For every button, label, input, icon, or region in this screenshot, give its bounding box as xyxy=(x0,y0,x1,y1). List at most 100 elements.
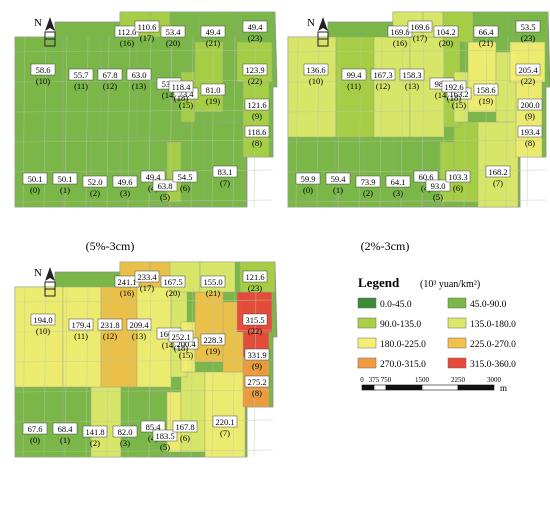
zone-value: 93.0 xyxy=(431,181,446,191)
legend-item: 225.0-270.0 xyxy=(447,337,516,350)
zone-number: (10) xyxy=(36,326,50,336)
zone-label: 58.6(10) xyxy=(30,63,56,86)
zone-block xyxy=(90,136,122,208)
legend-swatch xyxy=(357,317,377,329)
zone-value: 68.4 xyxy=(58,424,74,434)
zone-label: 192.6(18) xyxy=(441,80,467,103)
zone-number: (6) xyxy=(180,183,190,193)
zone-number: (21) xyxy=(206,288,220,298)
zone-number: (21) xyxy=(479,38,493,48)
zone-block xyxy=(204,371,246,458)
zone-value: 103.3 xyxy=(448,172,467,182)
legend-item: 135.0-180.0 xyxy=(447,317,516,330)
zone-value: 193.4 xyxy=(520,127,540,137)
legend-item: 270.0-315.0 xyxy=(357,357,426,370)
zone-value: 112.0 xyxy=(118,27,137,37)
road-line xyxy=(379,36,383,208)
legend-swatch xyxy=(447,317,467,329)
zone-number: (14) xyxy=(435,90,449,100)
zone-label: 53.4(20) xyxy=(160,25,186,48)
road-line xyxy=(442,36,446,208)
zone-number: (22) xyxy=(248,326,262,336)
zone-value: 163.2 xyxy=(449,89,468,99)
road-line xyxy=(106,36,110,208)
road-line xyxy=(14,49,274,53)
zone-value: 209.4 xyxy=(129,320,149,330)
legend-item: 180.0-225.0 xyxy=(357,337,426,350)
zone-number: (19) xyxy=(206,96,220,106)
road-line xyxy=(232,36,236,208)
zone-label: 103.3(6) xyxy=(445,170,471,193)
zone-label: 136.6(10) xyxy=(303,63,329,86)
legend-title: Legend xyxy=(358,275,400,290)
road-line xyxy=(484,36,488,208)
zone-label: 167.5(20) xyxy=(160,275,186,298)
road-line xyxy=(169,286,173,458)
zone-number: (12) xyxy=(103,81,117,91)
zone-value: 183.5 xyxy=(155,431,174,441)
zone-value: 63.8 xyxy=(158,181,173,191)
legend-label: 45.0-90.0 xyxy=(470,300,507,310)
zone-number: (20) xyxy=(439,38,453,48)
map-caption: (2%-3cm) xyxy=(361,239,410,253)
road-line xyxy=(14,449,274,453)
zone-value: 73.9 xyxy=(361,177,376,187)
zone-value: 158.6 xyxy=(476,85,495,95)
zone-number: (14) xyxy=(162,340,176,350)
zone-label: 67.8(12) xyxy=(97,68,123,91)
zone-value: 50.1 xyxy=(28,174,43,184)
zone-label: 315.5(22) xyxy=(242,313,268,336)
zone-number: (18) xyxy=(174,93,188,103)
legend-swatch xyxy=(357,357,377,369)
zone-value: 50.1 xyxy=(58,174,73,184)
zone-number: (12) xyxy=(103,331,117,341)
zone-number: (18) xyxy=(174,343,188,353)
zone-value: 220.1 xyxy=(215,417,234,427)
zone-value: 194.0 xyxy=(33,315,52,325)
zone-value: 252.1 xyxy=(171,332,190,342)
zone-value: 205.4 xyxy=(518,65,538,75)
zone-number: (16) xyxy=(120,288,134,298)
zone-label: 93.0(5) xyxy=(425,179,451,202)
road-line xyxy=(14,359,274,363)
zone-label: 63.8(5) xyxy=(152,179,178,202)
zone-number: (1) xyxy=(60,435,70,445)
zone-label: 121.6(9) xyxy=(244,98,270,121)
zone-value: 85.4 xyxy=(146,422,162,432)
zone-value: 55.7 xyxy=(74,70,89,80)
zone-block xyxy=(236,291,273,333)
zone-number: (5) xyxy=(433,192,443,202)
zone-value: 123.9 xyxy=(245,65,264,75)
scale-tick: 3000 xyxy=(487,376,502,384)
zone-label: 209.4(13) xyxy=(126,318,152,341)
zone-value: 53.5 xyxy=(521,22,536,32)
zone-number: (0) xyxy=(303,185,313,195)
zone-value: 192.6 xyxy=(444,82,463,92)
zone-value: 67.8 xyxy=(103,70,118,80)
zone-number: (11) xyxy=(74,331,88,341)
road-line xyxy=(287,109,547,113)
north-label: N xyxy=(307,17,315,29)
zone-label: 228.3(19) xyxy=(200,333,226,356)
zone-number: (11) xyxy=(347,81,361,91)
road-line xyxy=(106,286,110,458)
map-1pct: N67.6(0)68.4(1)141.8(2)82.0(3)85.4(4)183… xyxy=(14,261,278,458)
zone-label: 64.1(3) xyxy=(385,175,411,198)
zone-number: (6) xyxy=(453,183,463,193)
zone-label: 193.4(8) xyxy=(517,125,543,148)
zone-value: 49.4 xyxy=(248,22,264,32)
road-line xyxy=(287,49,547,53)
zone-block xyxy=(477,121,519,208)
zone-number: (16) xyxy=(393,38,407,48)
zone-label: 59.4(1) xyxy=(325,172,351,195)
zone-value: 121.6 xyxy=(247,100,266,110)
zone-label: 104.2(20) xyxy=(433,25,459,48)
zone-value: 59.4 xyxy=(331,174,347,184)
road-line xyxy=(14,79,274,83)
zone-number: (14) xyxy=(162,90,176,100)
road-line xyxy=(211,286,215,458)
zone-number: (1) xyxy=(60,185,70,195)
zone-number: (19) xyxy=(479,96,493,106)
zone-number: (3) xyxy=(120,188,130,198)
zone-number: (9) xyxy=(252,361,262,371)
